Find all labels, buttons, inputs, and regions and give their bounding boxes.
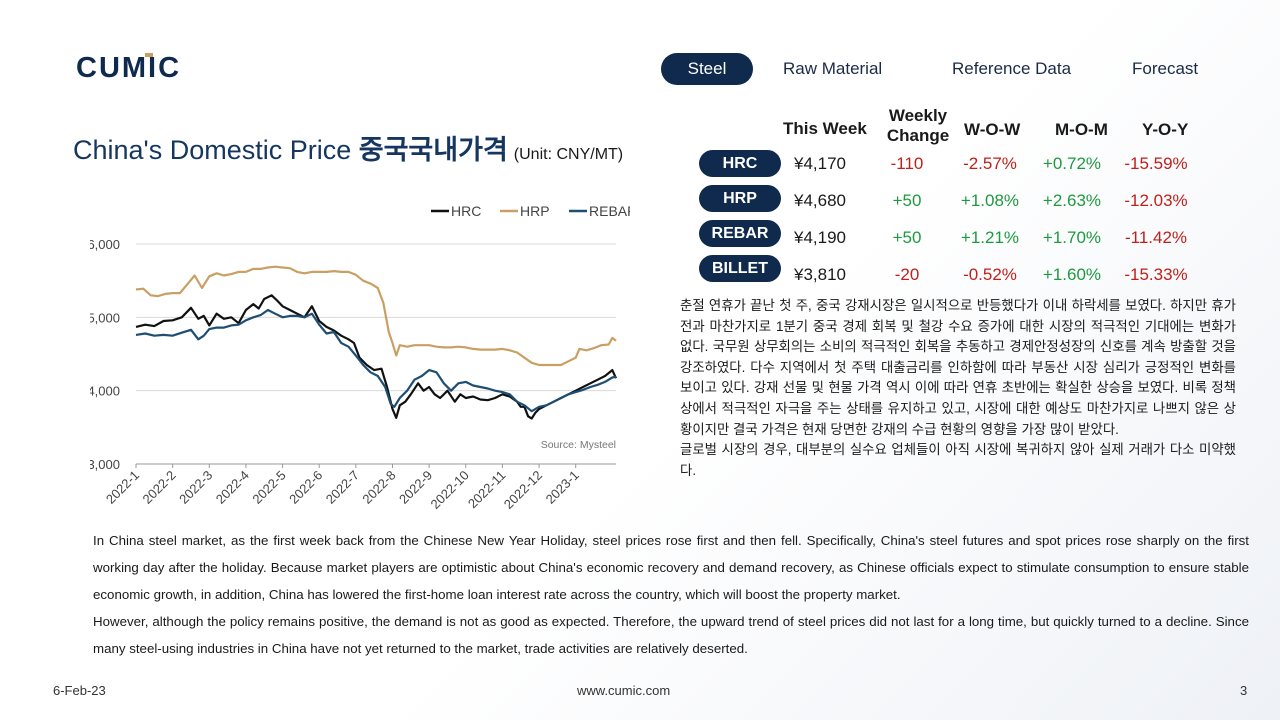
yoy-cell: -15.59% xyxy=(1124,154,1188,173)
top-nav: Steel Raw Material Reference Data Foreca… xyxy=(661,53,1221,85)
price-line-chart: 3,0004,0005,0006,0002022-12022-22022-320… xyxy=(90,203,630,512)
chart-source-label: Source: Mysteel xyxy=(541,439,616,451)
x-tick-label: 2022-7 xyxy=(323,468,362,507)
footer-page-number: 3 xyxy=(1240,683,1248,698)
price-cell: ¥3,810 xyxy=(794,265,846,284)
page-title: China's Domestic Price 중국국내가격 (Unit: CNY/… xyxy=(73,128,623,167)
footer-date: 6-Feb-23 xyxy=(53,683,106,698)
english-commentary: In China steel market, as the first week… xyxy=(93,527,1249,662)
price-cell: ¥4,170 xyxy=(794,154,846,173)
english-paragraph-2: However, although the policy remains pos… xyxy=(93,614,1249,656)
weekly-change-cell: -20 xyxy=(894,265,920,284)
product-pill-rebar: REBAR xyxy=(699,220,781,247)
series-line-hrc xyxy=(135,294,618,420)
product-pill-hrp: HRP xyxy=(699,185,781,212)
x-tick-label: 2022-5 xyxy=(249,468,288,507)
x-tick-label: 2022-4 xyxy=(213,468,252,507)
x-tick-label: 2022-1 xyxy=(103,468,142,507)
wow-cell: +1.08% xyxy=(960,191,1020,210)
product-pill-billet: BILLET xyxy=(699,255,781,282)
header-weekly-change-line1: Weekly xyxy=(888,106,948,125)
footer-website[interactable]: www.cumic.com xyxy=(577,683,671,698)
wow-cell: +1.21% xyxy=(960,228,1020,247)
yoy-cell: -12.03% xyxy=(1124,191,1188,210)
x-tick-label: 2022-10 xyxy=(428,468,472,512)
yoy-cell: -15.33% xyxy=(1124,265,1188,284)
legend-label-rebar: REBAR xyxy=(589,203,630,219)
nav-tab-reference-data[interactable]: Reference Data xyxy=(952,59,1072,78)
x-tick-label: 2022-2 xyxy=(140,468,179,507)
mom-cell: +2.63% xyxy=(1042,191,1102,210)
page-title-unit: (Unit: CNY/MT) xyxy=(513,146,624,163)
mom-cell: +1.60% xyxy=(1042,265,1102,284)
y-tick-label: 3,000 xyxy=(90,457,120,472)
header-mom: M-O-M xyxy=(1055,120,1108,139)
x-tick-label: 2022-3 xyxy=(176,468,215,507)
page-title-ko: 중국국내가격 xyxy=(358,135,508,165)
header-this-week: This Week xyxy=(783,119,867,138)
legend-label-hrp: HRP xyxy=(520,203,550,219)
header-yoy: Y-O-Y xyxy=(1142,120,1189,139)
y-tick-label: 5,000 xyxy=(90,310,120,325)
header-wow: W-O-W xyxy=(964,120,1021,139)
weekly-change-cell: +50 xyxy=(892,228,922,247)
series-line-hrp xyxy=(135,265,617,367)
korean-paragraph-2: 글로벌 시장의 경우, 대부분의 실수요 업체들이 아직 시장에 복귀하지 않아… xyxy=(680,442,1236,478)
x-tick-label: 2022-11 xyxy=(465,468,509,512)
svg-text:CUMIC: CUMIC xyxy=(76,53,181,81)
y-tick-label: 4,000 xyxy=(90,384,120,399)
wow-cell: -2.57% xyxy=(963,154,1017,173)
nav-tab-forecast[interactable]: Forecast xyxy=(1132,59,1199,78)
weekly-change-cell: -110 xyxy=(890,154,924,173)
mom-cell: +0.72% xyxy=(1042,154,1102,173)
korean-commentary: 춘절 연휴가 끝난 첫 주, 중국 강재시장은 일시적으로 반등했다가 이내 하… xyxy=(680,296,1236,481)
english-paragraph-1: In China steel market, as the first week… xyxy=(93,533,1249,602)
nav-tab-steel[interactable]: Steel xyxy=(661,53,753,85)
x-tick-label: 2023-1 xyxy=(543,468,582,507)
header-weekly-change-line2: Change xyxy=(886,126,950,145)
product-pill-hrc: HRC xyxy=(699,150,781,177)
korean-paragraph-1: 춘절 연휴가 끝난 첫 주, 중국 강재시장은 일시적으로 반등했다가 이내 하… xyxy=(680,298,1236,437)
header-weekly-change: Weekly Change xyxy=(882,106,954,146)
page-title-en: China's Domestic Price xyxy=(73,135,359,165)
x-tick-label: 2022-12 xyxy=(501,468,545,512)
legend-label-hrc: HRC xyxy=(451,203,481,219)
x-tick-label: 2022-6 xyxy=(286,468,325,507)
weekly-change-cell: +50 xyxy=(892,191,922,210)
nav-tab-raw-material[interactable]: Raw Material xyxy=(783,59,883,78)
series-line-rebar xyxy=(135,308,617,413)
price-cell: ¥4,680 xyxy=(794,191,846,210)
wow-cell: -0.52% xyxy=(963,265,1017,284)
y-tick-label: 6,000 xyxy=(90,237,120,252)
price-cell: ¥4,190 xyxy=(794,228,846,247)
mom-cell: +1.70% xyxy=(1042,228,1102,247)
cumic-logo: CUMIC xyxy=(76,53,181,81)
x-tick-label: 2022-8 xyxy=(359,468,398,507)
yoy-cell: -11.42% xyxy=(1124,228,1188,247)
